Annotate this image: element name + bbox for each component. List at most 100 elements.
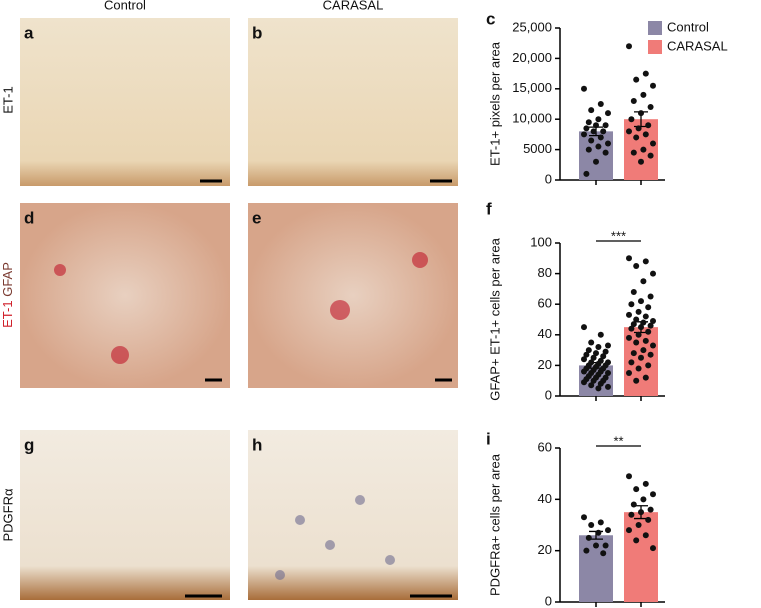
data-point [581, 85, 587, 92]
data-point [640, 319, 647, 326]
data-point [650, 545, 656, 552]
data-point [593, 158, 599, 165]
panel-label: c [486, 9, 495, 28]
data-point [633, 134, 640, 141]
data-point [588, 522, 595, 528]
data-point [588, 107, 595, 114]
data-point [645, 122, 652, 129]
data-point [628, 325, 635, 332]
data-point [645, 516, 652, 523]
data-point [642, 532, 649, 539]
data-point [597, 331, 604, 338]
data-point [585, 347, 592, 354]
data-point [626, 370, 632, 377]
y-tick-label: 20 [538, 542, 552, 557]
data-point [626, 334, 632, 341]
data-point [630, 149, 637, 156]
column-header: CARASAL [323, 0, 384, 12]
nuclei [275, 495, 395, 580]
y-tick-label: 5000 [523, 141, 552, 156]
data-point [642, 258, 649, 265]
significance-label: ** [613, 433, 623, 448]
micrograph [20, 18, 230, 186]
data-point [640, 91, 647, 98]
data-point [588, 382, 595, 389]
data-point [633, 339, 640, 346]
data-point [600, 550, 607, 557]
data-point [630, 501, 637, 508]
data-point [628, 359, 635, 366]
data-point [638, 354, 644, 361]
data-point [602, 149, 609, 156]
data-point [605, 383, 611, 390]
data-point [595, 385, 602, 392]
data-point [640, 146, 647, 153]
y-tick-label: 0 [545, 171, 552, 186]
data-point [628, 301, 635, 308]
y-tick-label: 60 [538, 439, 552, 454]
data-point [626, 128, 632, 135]
y-axis-label: GFAP+ ET-1+ cells per area [487, 237, 502, 400]
data-point [590, 128, 597, 135]
data-point [650, 318, 656, 325]
data-point [647, 351, 654, 358]
data-point [593, 542, 599, 549]
y-axis-label: ET-1+ pixels per area [487, 41, 502, 166]
data-point [581, 324, 587, 331]
y-tick-label: 15,000 [512, 80, 552, 95]
micrograph [20, 430, 230, 600]
data-point [650, 270, 656, 277]
row-label: ET-1 [0, 86, 15, 113]
data-point [642, 313, 649, 320]
y-tick-label: 20,000 [512, 50, 552, 65]
data-point [583, 125, 590, 132]
data-point [585, 534, 592, 541]
data-point [593, 350, 599, 357]
data-point [645, 362, 652, 369]
data-point [642, 337, 649, 344]
data-point [605, 110, 611, 117]
data-point [633, 76, 640, 83]
data-point [595, 143, 602, 150]
y-tick-label: 10,000 [512, 111, 552, 126]
data-point [605, 370, 611, 377]
data-point [626, 255, 632, 262]
data-point [583, 547, 590, 554]
legend-label: CARASAL [667, 38, 728, 53]
data-point [633, 316, 640, 323]
data-point [633, 486, 640, 493]
data-point [626, 527, 632, 534]
data-point [600, 128, 607, 135]
data-point [633, 262, 640, 269]
data-point [626, 473, 632, 480]
data-point [628, 116, 635, 123]
legend-label: Control [667, 19, 709, 34]
data-point [635, 308, 642, 315]
panel-label: g [24, 435, 34, 454]
data-point [590, 377, 597, 384]
data-point [595, 529, 602, 536]
data-point [581, 131, 587, 138]
scale-bars [185, 179, 452, 598]
data-point [638, 158, 644, 165]
data-point [647, 104, 654, 111]
panel-label: a [24, 23, 34, 42]
data-point [650, 140, 656, 147]
data-point [581, 356, 587, 363]
data-point [647, 506, 654, 513]
data-point [628, 511, 635, 518]
data-point [647, 152, 654, 159]
data-point [640, 347, 647, 354]
data-point [593, 122, 599, 129]
data-point [605, 527, 611, 534]
data-point [585, 119, 592, 126]
y-tick-label: 20 [538, 357, 552, 372]
data-point [642, 70, 649, 77]
y-axis-label: PDGFRa+ cells per area [487, 453, 502, 596]
data-point [647, 322, 654, 329]
data-point [630, 97, 637, 104]
row-label: PDGFRα [0, 488, 15, 542]
legend-swatch [648, 40, 662, 54]
data-point [638, 324, 644, 331]
